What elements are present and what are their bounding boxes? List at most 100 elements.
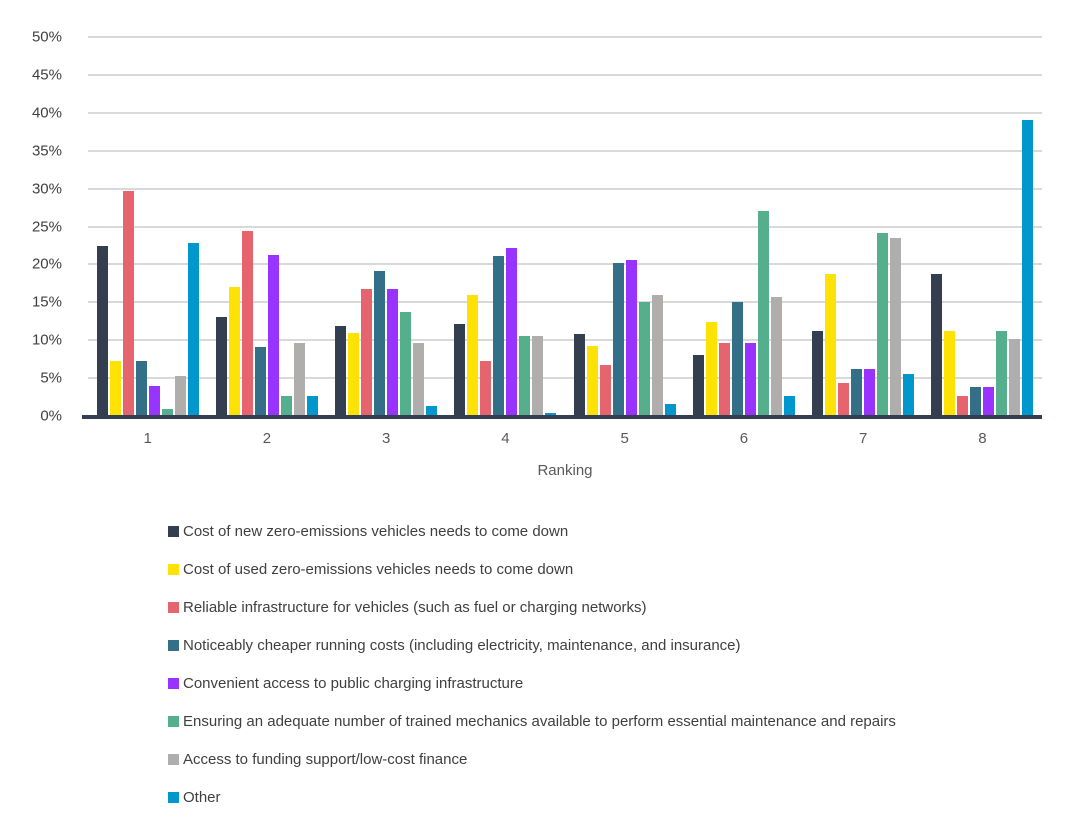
bar [825, 274, 837, 416]
gridline [88, 339, 1042, 342]
bar [293, 343, 305, 416]
bar [651, 294, 663, 416]
bar [638, 302, 650, 416]
bar [586, 346, 598, 416]
legend-swatch-icon [168, 754, 179, 765]
bar [135, 360, 147, 416]
y-tick-label: 35% [31, 142, 62, 160]
gridline [88, 36, 1042, 38]
y-tick-label: 30% [31, 180, 62, 198]
bar-group-4 [446, 37, 565, 416]
y-tick-label: 5% [40, 369, 62, 387]
bar [890, 237, 902, 416]
bar [387, 288, 399, 416]
legend-label: Access to funding support/low-cost finan… [183, 751, 468, 768]
x-tick-label: 7 [858, 430, 868, 447]
bar [812, 331, 824, 416]
x-tick-label: 6 [739, 430, 749, 447]
x-axis-tick-labels: 1 2 3 4 5 6 7 8 [88, 430, 1042, 447]
legend-item: Cost of used zero-emissions vehicles nee… [168, 562, 896, 577]
bar [864, 369, 876, 416]
x-tick-label: 4 [501, 430, 510, 447]
legend: Cost of new zero-emissions vehicles need… [168, 524, 896, 805]
x-tick-label: 1 [143, 430, 152, 447]
ranking-bar-chart: 0% 5% 10% 15% 20% 25% 30% 35% 40% 45% 50% 1 2 3 4 5 6 7 8… [0, 30, 1042, 479]
bar [957, 396, 969, 416]
bar [877, 232, 889, 416]
bar [612, 262, 624, 416]
bar [705, 322, 717, 416]
y-tick-label: 0% [40, 407, 62, 425]
bar [467, 294, 479, 416]
y-axis-labels: 0% 5% 10% 15% 20% 25% 30% 35% 40% 45% 50% [0, 30, 62, 424]
legend-swatch-icon [168, 602, 179, 613]
bar [1022, 120, 1034, 416]
bar [148, 385, 160, 416]
bar [519, 336, 531, 416]
gridline [88, 225, 1042, 228]
bar [96, 246, 108, 416]
bar [731, 301, 743, 416]
bar [1009, 339, 1021, 416]
bar [851, 369, 863, 416]
bar-group-5 [565, 37, 684, 416]
bar [280, 396, 292, 416]
x-tick-label: 5 [620, 430, 629, 447]
gridline [88, 301, 1042, 304]
bar [267, 254, 279, 416]
bar-group-2 [207, 37, 326, 416]
legend-item: Other [168, 790, 896, 805]
legend-item: Reliable infrastructure for vehicles (su… [168, 600, 896, 615]
x-axis-line [82, 415, 1042, 419]
bar [599, 365, 611, 416]
y-tick-label: 25% [31, 218, 62, 235]
bar [983, 387, 995, 416]
bar [454, 324, 466, 416]
legend-swatch-icon [168, 716, 179, 727]
bar [757, 211, 769, 416]
legend-swatch-icon [168, 526, 179, 537]
y-tick-label: 45% [31, 66, 62, 84]
bar [361, 288, 373, 416]
y-tick-label: 40% [31, 104, 62, 122]
bar [228, 287, 240, 416]
gridline [88, 263, 1042, 266]
x-tick-label: 8 [978, 430, 987, 447]
bar-group-6 [684, 37, 803, 416]
bar [573, 334, 585, 416]
gridline [88, 377, 1042, 380]
bar [335, 325, 347, 416]
bar-group-3 [327, 37, 446, 416]
bar [161, 409, 173, 416]
plot-area [82, 36, 1042, 419]
gridline [88, 187, 1042, 190]
bar [664, 403, 676, 416]
gridline [88, 111, 1042, 114]
bar [480, 361, 492, 416]
bar [306, 396, 318, 416]
legend-swatch-icon [168, 640, 179, 651]
legend-item: Cost of new zero-emissions vehicles need… [168, 524, 896, 539]
bar-group-8 [923, 37, 1042, 416]
legend-label: Other [183, 789, 221, 806]
bar [174, 375, 186, 416]
gridline [88, 149, 1042, 152]
bar [426, 406, 438, 416]
bar-group-7 [804, 37, 923, 416]
legend-swatch-icon [168, 792, 179, 803]
bar-group-1 [88, 37, 207, 416]
bar [241, 231, 253, 416]
bar [783, 395, 795, 416]
bar [493, 256, 505, 416]
bar [187, 243, 199, 416]
legend-label: Cost of new zero-emissions vehicles need… [183, 523, 569, 540]
bar [838, 382, 850, 416]
x-axis-title: Ranking [537, 462, 593, 479]
bar [770, 297, 782, 416]
bar [254, 347, 266, 416]
legend-label: Reliable infrastructure for vehicles (su… [183, 599, 647, 616]
bar [215, 317, 227, 416]
bar [413, 343, 425, 416]
legend-swatch-icon [168, 564, 179, 575]
